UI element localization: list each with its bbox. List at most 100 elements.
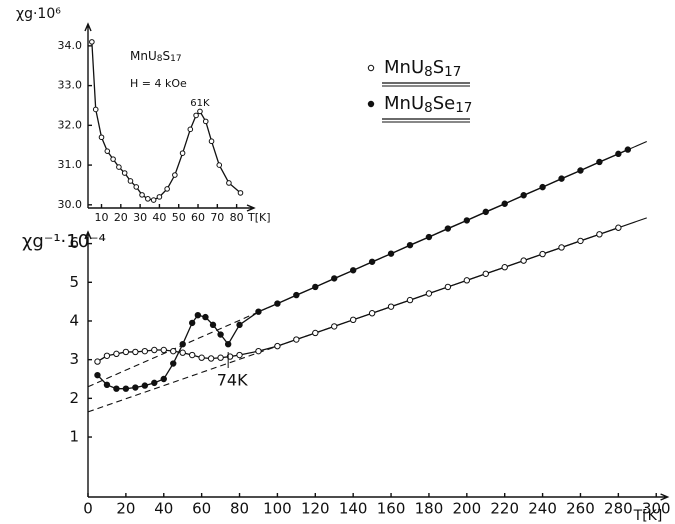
x-tick-label: 240 (528, 500, 557, 518)
data-point (122, 348, 130, 356)
x-tick-label: 70 (210, 211, 224, 224)
data-point (444, 225, 452, 232)
legend-label: MnU8Se17 (384, 93, 472, 116)
inset-annotation: MnU8S17 (130, 49, 182, 65)
inset-annotation: H = 4 kOe (130, 77, 187, 90)
data-point (187, 126, 194, 133)
data-point (116, 164, 122, 170)
data-point (188, 319, 196, 327)
x-axis (88, 493, 670, 501)
data-point (160, 346, 167, 354)
x-tick-label: 60 (192, 500, 211, 518)
x-tick-label: 20 (114, 211, 128, 224)
inset-x-axis-label: T[K] (247, 211, 271, 224)
data-point (217, 354, 224, 361)
data-point (164, 186, 170, 192)
y-tick-label: 1 (69, 428, 79, 446)
data-point (558, 175, 565, 182)
data-point (520, 192, 527, 199)
data-point (216, 162, 223, 168)
data-point (425, 233, 433, 241)
data-point (170, 360, 177, 367)
x-tick-label: 100 (263, 500, 292, 518)
data-point (98, 134, 105, 141)
data-point (293, 336, 300, 343)
x-tick-label: 220 (490, 500, 519, 518)
y-tick-label: 32.0 (58, 118, 83, 131)
x-tick-label: 10 (95, 211, 109, 224)
data-point (141, 347, 149, 355)
x-tick-label: 280 (604, 500, 633, 518)
data-point (226, 353, 234, 360)
data-point (103, 381, 111, 389)
y-tick-label: 30.0 (58, 198, 83, 211)
data-point (312, 329, 319, 337)
data-point (121, 170, 128, 176)
data-point (596, 158, 603, 166)
x-tick-label: 80 (230, 500, 249, 518)
data-point (141, 382, 149, 389)
x-tick-label: 140 (339, 500, 368, 518)
x-tick-label: 120 (301, 500, 330, 518)
data-point (179, 150, 186, 156)
data-point (577, 237, 584, 245)
y-tick-label: 31.0 (58, 158, 83, 171)
data-point (89, 39, 95, 45)
data-point (179, 340, 186, 348)
x-axis (88, 204, 256, 212)
x-tick-label: 40 (154, 500, 173, 518)
data-point (113, 385, 120, 392)
data-point (151, 379, 158, 387)
data-point (274, 300, 281, 307)
data-point (482, 208, 489, 216)
data-point (539, 183, 546, 191)
legend-label: MnU8S17 (384, 57, 461, 80)
y-tick-label: 6 (69, 234, 79, 252)
data-point (132, 348, 139, 356)
data-point (110, 156, 116, 162)
y-axis (84, 230, 92, 497)
data-point (331, 323, 338, 330)
y-axis-label: χg⁻¹·10⁻⁴ (22, 231, 106, 252)
data-point (274, 342, 281, 350)
y-tick-label: 3 (69, 350, 79, 368)
data-point (145, 196, 151, 202)
y-tick-label: 2 (69, 389, 79, 407)
data-point (596, 231, 603, 238)
data-point (92, 106, 99, 113)
data-point (113, 350, 120, 358)
data-point (133, 184, 140, 190)
data-point (127, 178, 134, 184)
x-axis-label: T[K] (633, 508, 663, 524)
y-tick-label: 34.0 (58, 39, 83, 52)
data-point (482, 270, 489, 277)
data-point (236, 351, 243, 359)
data-point (501, 264, 508, 271)
data-point (387, 250, 395, 257)
data-point (615, 224, 622, 231)
data-point (237, 190, 244, 196)
legend-marker (367, 100, 375, 108)
series-line (91, 41, 241, 201)
data-point (224, 340, 232, 348)
data-point (160, 375, 167, 383)
data-point (255, 347, 262, 355)
x-tick-label: 260 (566, 500, 595, 518)
data-point (151, 346, 158, 354)
data-point (197, 108, 203, 115)
data-point (406, 241, 414, 249)
x-tick-label: 40 (152, 211, 166, 224)
data-point (104, 148, 111, 154)
x-tick-label: 200 (453, 500, 482, 518)
data-point (312, 283, 319, 291)
inset-y-axis-label: χg·10⁶ (16, 6, 61, 22)
data-point (444, 283, 452, 291)
x-tick-label: 80 (230, 211, 244, 224)
x-tick-label: 300 (642, 500, 671, 518)
x-tick-label: 30 (133, 211, 147, 224)
data-point (94, 371, 101, 379)
data-point (615, 150, 622, 158)
data-point (94, 358, 101, 365)
data-point (624, 146, 632, 153)
y-tick-label: 5 (69, 273, 79, 291)
